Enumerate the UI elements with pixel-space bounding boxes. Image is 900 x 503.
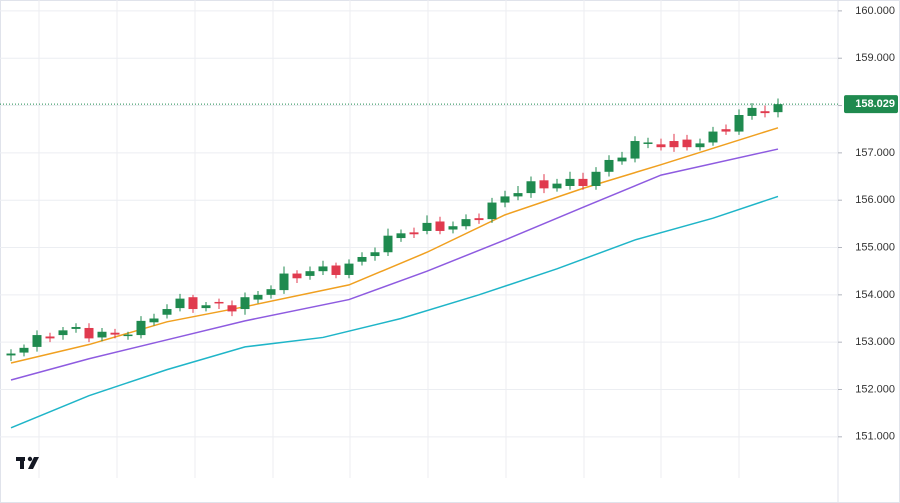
candle-body	[513, 193, 523, 197]
y-tick-label: 153.000	[855, 336, 895, 348]
candle-body	[331, 265, 341, 275]
y-tick-label: 151.000	[855, 431, 895, 443]
candle-body	[500, 196, 510, 203]
candle-body	[201, 305, 211, 309]
y-tick-label: 152.000	[855, 383, 895, 395]
moving-average-line	[10, 148, 779, 381]
candle-body	[461, 219, 471, 227]
candle-body	[565, 178, 575, 186]
candle-body	[422, 222, 432, 231]
logo-part	[28, 457, 39, 469]
y-tick-label: 156.000	[855, 194, 895, 206]
candle-body	[240, 297, 250, 310]
logo-part	[27, 456, 33, 462]
y-tick-label: 154.000	[855, 289, 895, 301]
candle-body	[396, 233, 406, 239]
candle-body	[149, 318, 159, 323]
candle-body	[708, 131, 718, 143]
candle-body	[474, 218, 484, 221]
moving-average-line	[10, 195, 779, 429]
candle-body	[162, 309, 172, 315]
candle-body	[175, 298, 185, 309]
candle-body	[643, 142, 653, 144]
candle-body	[773, 104, 783, 113]
y-tick-label: 155.000	[855, 241, 895, 253]
v-grid	[38, 0, 740, 478]
logo-part	[20, 457, 24, 469]
candle-body	[526, 181, 536, 194]
candle-body	[721, 129, 731, 132]
candle-body	[45, 336, 55, 339]
candle-body	[617, 157, 627, 162]
candle-body	[669, 141, 679, 148]
candle-body	[539, 180, 549, 189]
candle-body	[123, 334, 133, 337]
candle-body	[253, 294, 263, 300]
candle-body	[747, 107, 757, 116]
y-tick-label: 159.000	[855, 52, 895, 64]
candle-body	[591, 171, 601, 186]
candle-body	[344, 263, 354, 275]
candle-body	[32, 335, 42, 347]
candle-body	[357, 256, 367, 262]
y-tick-label: 157.000	[855, 147, 895, 159]
candle-body	[292, 273, 302, 279]
candle-body	[578, 178, 588, 186]
candle-body	[136, 320, 146, 336]
candle-body	[19, 347, 29, 353]
candle-body	[682, 139, 692, 148]
candle-body	[409, 232, 419, 235]
candle-body	[266, 289, 276, 295]
candle-body	[734, 115, 744, 132]
candle-body	[487, 202, 497, 220]
candle-body	[305, 271, 315, 276]
candle-body	[279, 273, 289, 291]
candle-body	[695, 143, 705, 148]
candle-body	[71, 327, 81, 329]
candle-body	[656, 144, 666, 148]
candle-body	[604, 159, 614, 172]
y-tick-label: 160.000	[855, 5, 895, 17]
candle-body	[630, 141, 640, 159]
candle-body	[6, 353, 16, 356]
logo	[16, 456, 39, 469]
candle-body	[227, 305, 237, 312]
candle-body	[760, 111, 770, 114]
candle-body	[318, 266, 328, 272]
candle-body	[58, 330, 68, 336]
candle-body	[448, 226, 458, 230]
candle-body	[383, 235, 393, 253]
last-price-label: 158.029	[855, 98, 895, 110]
candle-body	[370, 252, 380, 257]
candle-body	[552, 183, 562, 189]
candle-body	[97, 331, 107, 338]
candle-body	[435, 221, 445, 231]
candle-body	[188, 297, 198, 310]
candle-body	[110, 332, 120, 335]
last-price-badge	[844, 95, 898, 114]
candle-body	[214, 301, 224, 304]
candle-body	[84, 327, 94, 339]
